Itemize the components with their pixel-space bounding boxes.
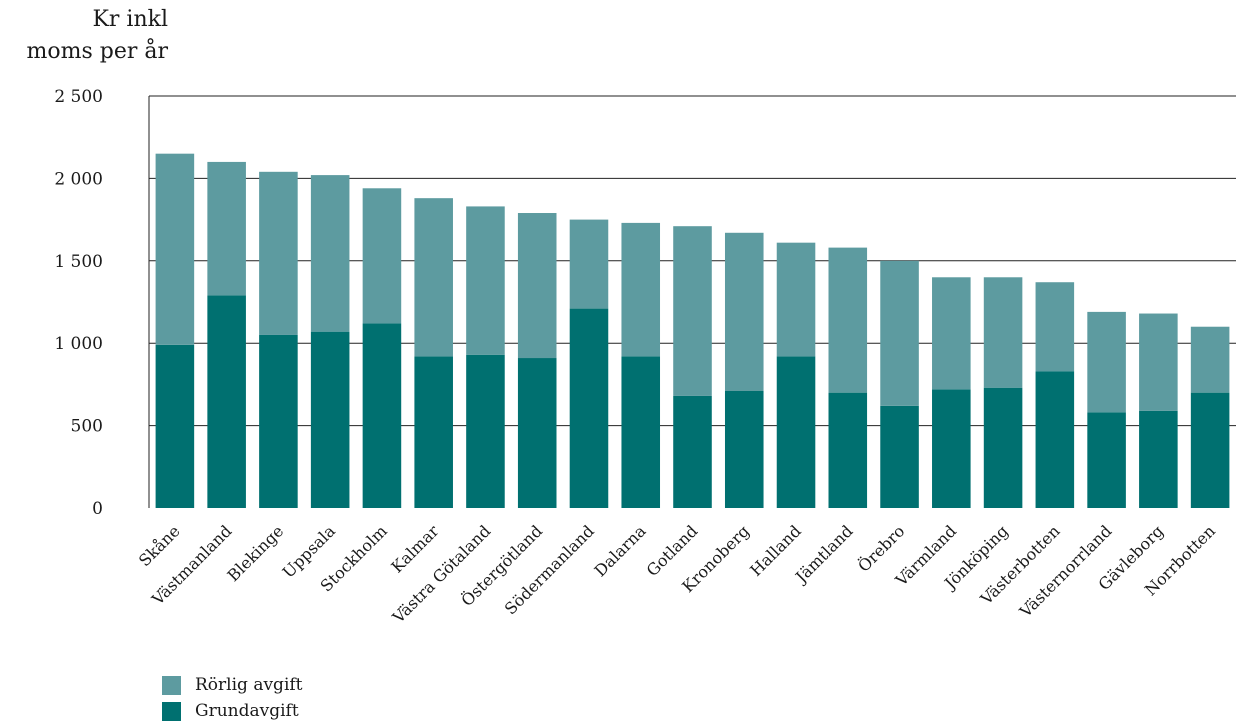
bar-rorlig-avgift <box>983 277 1023 388</box>
y-axis-title: Kr inkl moms per år <box>8 4 169 68</box>
bar-grundavgift <box>621 356 661 508</box>
legend: Rörlig avgift Grundavgift <box>162 672 303 724</box>
bar-grundavgift <box>517 358 557 508</box>
bar-grundavgift <box>828 392 868 508</box>
bar-rorlig-avgift <box>880 260 919 406</box>
bar-rorlig-avgift <box>414 198 453 357</box>
bar-grundavgift <box>569 308 609 508</box>
bar-rorlig-avgift <box>155 153 195 345</box>
x-tick-label: Västernorrland <box>1015 521 1115 621</box>
y-tick-label: 2 500 <box>54 87 103 107</box>
y-tick-label: 500 <box>71 417 103 437</box>
bar-rorlig-avgift <box>776 242 816 357</box>
bar-rorlig-avgift <box>517 213 557 359</box>
bar-rorlig-avgift <box>466 206 505 355</box>
y-axis-title-line2: moms per år <box>26 39 169 64</box>
bar-rorlig-avgift <box>724 232 764 391</box>
y-tick-label: 2 000 <box>54 169 103 189</box>
bar-rorlig-avgift <box>932 277 971 390</box>
bar-rorlig-avgift <box>1190 326 1230 393</box>
x-tick-label: Södermanland <box>501 521 598 618</box>
bar-grundavgift <box>1087 412 1126 508</box>
bar-rorlig-avgift <box>828 247 868 393</box>
bar-grundavgift <box>776 356 816 508</box>
bar-rorlig-avgift <box>362 188 402 324</box>
legend-label-grund: Grundavgift <box>195 701 299 721</box>
bar-grundavgift <box>880 405 919 508</box>
bar-rorlig-avgift <box>1035 282 1075 372</box>
bar-rorlig-avgift <box>1087 311 1126 413</box>
legend-swatch-rorlig <box>162 675 181 695</box>
bar-grundavgift <box>724 390 764 508</box>
bar-grundavgift <box>155 344 195 508</box>
legend-swatch-grund <box>162 701 181 721</box>
bar-grundavgift <box>466 354 505 508</box>
bar-rorlig-avgift <box>673 226 712 396</box>
bar-grundavgift <box>310 331 350 508</box>
x-tick-label: Dalarna <box>591 521 650 580</box>
bar-rorlig-avgift <box>621 222 661 357</box>
bar-rorlig-avgift <box>259 171 298 335</box>
y-axis-title-line1: Kr inkl <box>92 7 168 32</box>
bar-grundavgift <box>932 389 971 508</box>
legend-item-rorlig: Rörlig avgift <box>162 672 303 698</box>
bar-grundavgift <box>983 387 1023 508</box>
x-tick-label: Skåne <box>135 521 184 570</box>
bar-rorlig-avgift <box>1139 313 1178 411</box>
legend-item-grund: Grundavgift <box>162 698 303 724</box>
bar-grundavgift <box>207 295 246 508</box>
bar-grundavgift <box>259 334 298 508</box>
bar-rorlig-avgift <box>207 161 246 296</box>
bar-grundavgift <box>414 356 453 508</box>
x-tick-label: Blekinge <box>223 521 287 585</box>
y-tick-label: 0 <box>92 499 103 519</box>
legend-label-rorlig: Rörlig avgift <box>195 675 303 695</box>
y-tick-label: 1 000 <box>54 334 103 354</box>
bar-rorlig-avgift <box>569 219 609 309</box>
bar-grundavgift <box>1035 371 1075 508</box>
y-tick-label: 1 500 <box>54 252 103 272</box>
bar-grundavgift <box>1190 392 1230 508</box>
bar-grundavgift <box>362 323 402 508</box>
bar-grundavgift <box>673 395 712 508</box>
bar-rorlig-avgift <box>310 175 350 332</box>
bar-grundavgift <box>1139 410 1178 508</box>
